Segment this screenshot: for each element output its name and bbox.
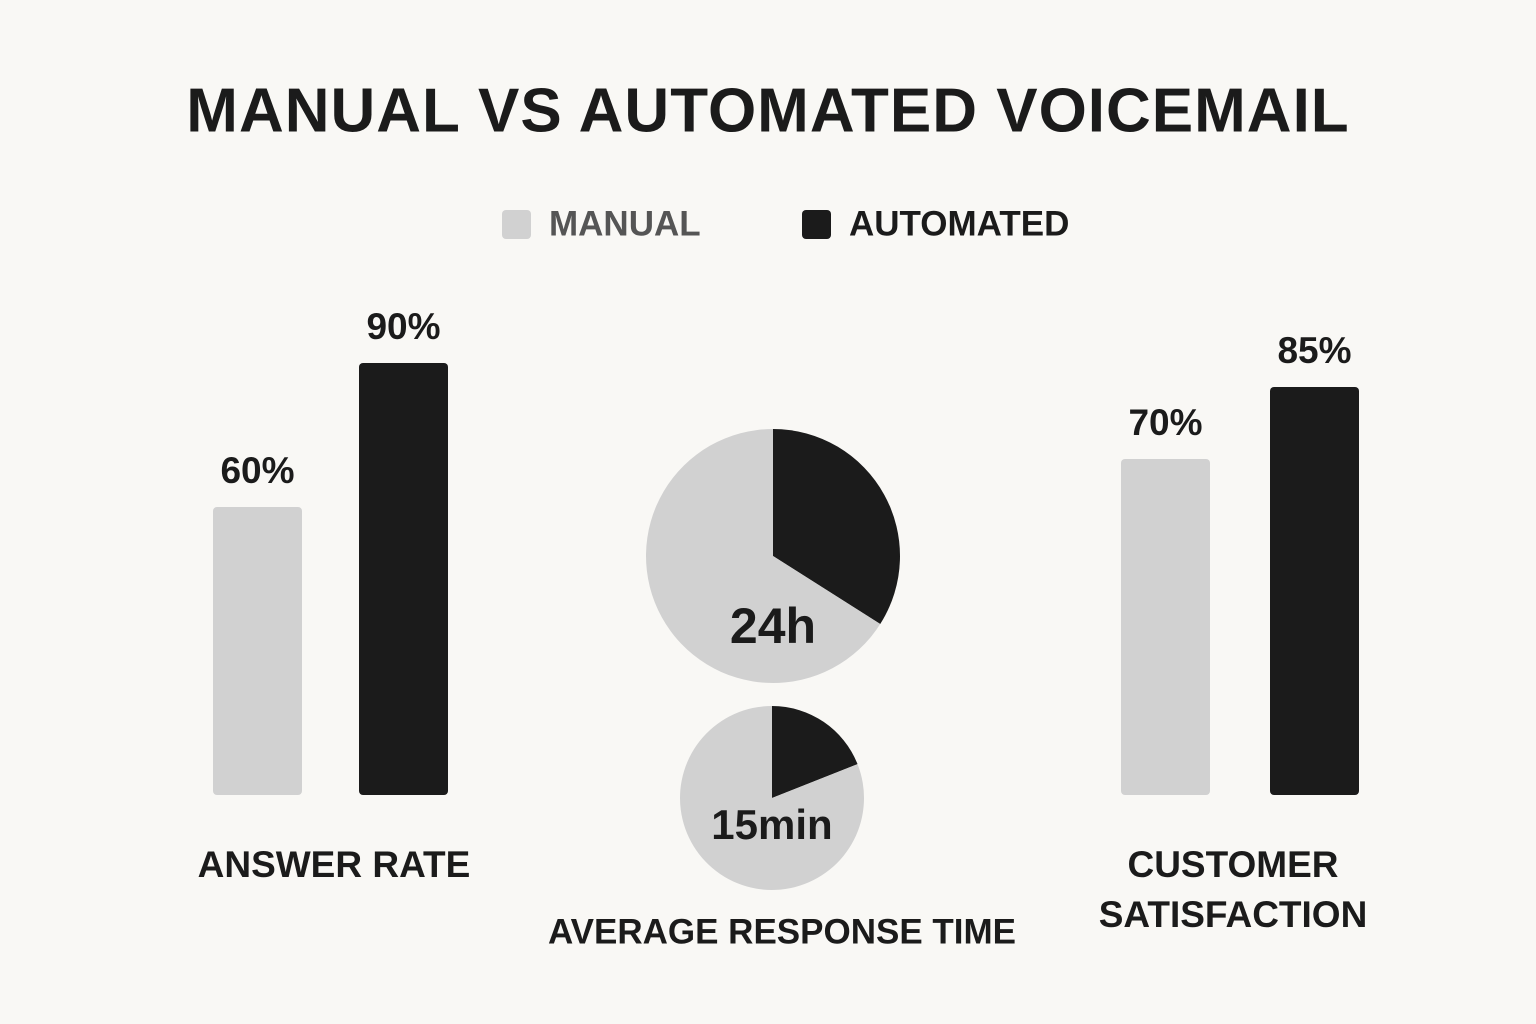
chart-label: ANSWER RATE: [197, 844, 471, 885]
pie-slice: [680, 706, 865, 890]
bar: [1121, 459, 1210, 795]
pie-label: 15min: [711, 801, 832, 848]
pie-slice: [646, 428, 881, 683]
pie-slice: [772, 706, 858, 798]
legend-swatch: [502, 210, 531, 239]
pie-slice: [773, 429, 901, 625]
value-label: 60%: [220, 450, 294, 491]
legend-swatch: [802, 210, 831, 239]
bar: [1270, 387, 1359, 795]
title: MANUAL VS AUTOMATED VOICEMAIL: [186, 76, 1349, 145]
chart-label: AVERAGE RESPONSE TIME: [548, 912, 1016, 951]
legend-label: MANUAL: [549, 204, 701, 243]
value-label: 70%: [1128, 402, 1202, 443]
value-label: 85%: [1277, 330, 1351, 371]
bar: [359, 363, 448, 795]
chart-label: CUSTOMER SATISFACTION: [1098, 844, 1368, 935]
value-label: 90%: [366, 306, 440, 347]
bar: [213, 507, 302, 795]
pie-label: 24h: [730, 598, 816, 654]
legend-label: AUTOMATED: [849, 204, 1069, 243]
